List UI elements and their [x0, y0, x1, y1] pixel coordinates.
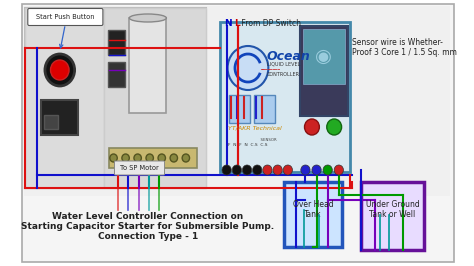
- Text: N: N: [224, 19, 231, 28]
- Text: Over Head
Tank: Over Head Tank: [292, 200, 333, 219]
- FancyBboxPatch shape: [28, 9, 103, 26]
- Text: ━━━━━━━━: ━━━━━━━━: [260, 68, 280, 72]
- Bar: [41, 100, 78, 135]
- Bar: [26, 8, 206, 188]
- Circle shape: [253, 165, 262, 175]
- Circle shape: [170, 154, 177, 162]
- Bar: [24, 6, 450, 196]
- Circle shape: [122, 154, 129, 162]
- Text: Start Push Button: Start Push Button: [36, 14, 95, 20]
- Bar: [300, 26, 348, 116]
- Text: SENSOR: SENSOR: [228, 138, 276, 142]
- Circle shape: [283, 165, 292, 175]
- Circle shape: [51, 60, 69, 80]
- Circle shape: [327, 119, 342, 135]
- Circle shape: [158, 154, 165, 162]
- Text: Connection Type - 1: Connection Type - 1: [98, 232, 198, 241]
- Circle shape: [45, 54, 74, 86]
- Text: F  N  F  N  C.S  C.S: F N F N C.S C.S: [228, 143, 267, 147]
- Circle shape: [228, 46, 268, 90]
- Ellipse shape: [129, 14, 166, 22]
- Circle shape: [301, 165, 310, 175]
- Text: Ocean: Ocean: [266, 50, 310, 63]
- Circle shape: [312, 165, 321, 175]
- Bar: [108, 62, 125, 87]
- Circle shape: [263, 165, 272, 175]
- Text: Under Ground
Tank or Well: Under Ground Tank or Well: [366, 200, 419, 219]
- Text: L: L: [234, 19, 240, 28]
- Circle shape: [232, 165, 241, 175]
- FancyBboxPatch shape: [115, 161, 164, 175]
- Circle shape: [334, 165, 344, 175]
- Circle shape: [273, 165, 282, 175]
- Bar: [104, 8, 206, 188]
- Bar: [108, 30, 125, 55]
- Bar: [26, 8, 104, 188]
- Circle shape: [304, 119, 319, 135]
- Circle shape: [323, 165, 332, 175]
- Text: To SP Motor: To SP Motor: [120, 165, 159, 171]
- Text: YT/AKR Technical: YT/AKR Technical: [228, 126, 282, 131]
- Circle shape: [182, 154, 190, 162]
- Text: Water Level Controller Connection on: Water Level Controller Connection on: [52, 212, 244, 221]
- Bar: [129, 18, 166, 113]
- Text: CONTROLLER: CONTROLLER: [266, 72, 300, 77]
- Circle shape: [146, 154, 154, 162]
- Text: Sensor wire is Whether-
Proof 3 Core 1 / 1.5 Sq. mm: Sensor wire is Whether- Proof 3 Core 1 /…: [352, 38, 456, 57]
- Bar: [361, 182, 424, 250]
- Text: ◉: ◉: [316, 47, 332, 65]
- Bar: [44, 115, 58, 129]
- Bar: [255, 95, 275, 123]
- Text: Starting Capacitor Starter for Submersible Pump.: Starting Capacitor Starter for Submersib…: [21, 222, 274, 231]
- Bar: [220, 22, 350, 172]
- Text: LIQUID LEVEL: LIQUID LEVEL: [266, 62, 300, 67]
- Circle shape: [242, 165, 252, 175]
- Circle shape: [134, 154, 141, 162]
- Bar: [284, 182, 342, 247]
- Circle shape: [110, 154, 117, 162]
- Bar: [303, 29, 345, 84]
- Circle shape: [222, 165, 231, 175]
- Text: From DP Switch: From DP Switch: [239, 19, 301, 28]
- Bar: [229, 95, 250, 123]
- Bar: [109, 148, 197, 168]
